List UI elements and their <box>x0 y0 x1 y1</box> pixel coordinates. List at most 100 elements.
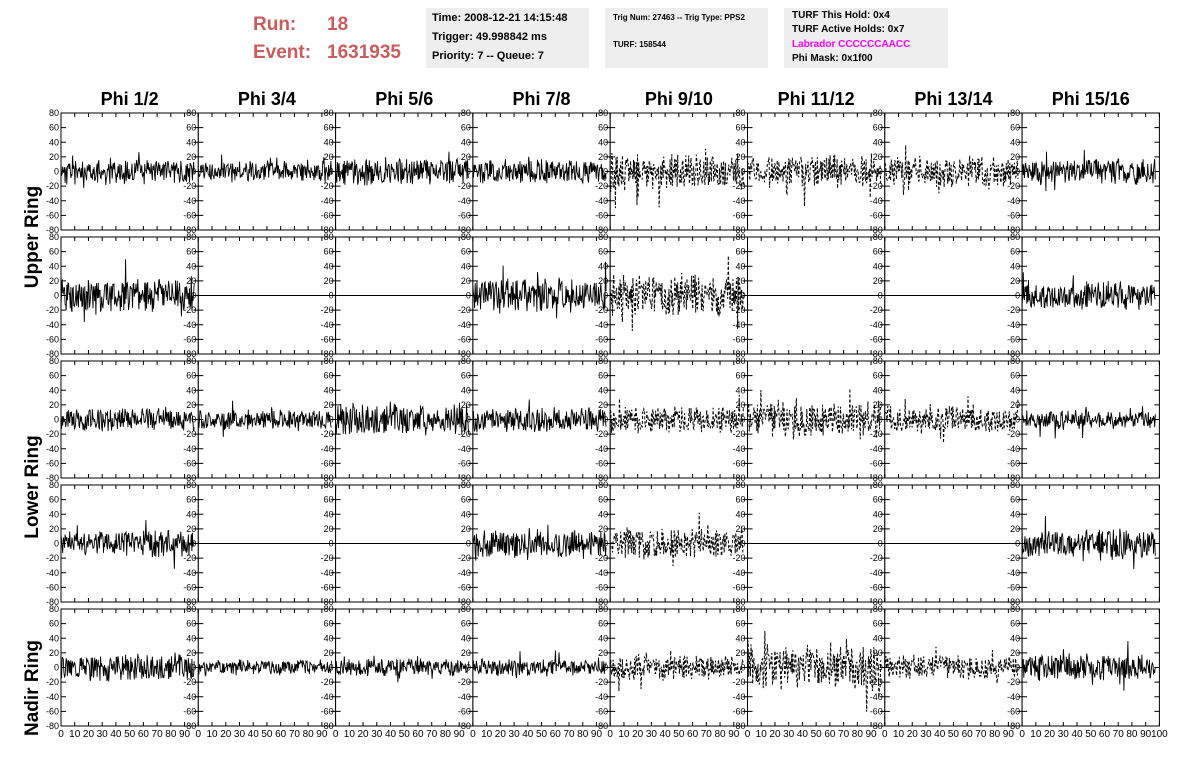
y-tick-label: 0 <box>191 539 196 549</box>
x-tick-label: 50 <box>673 729 685 740</box>
y-tick-label: -40 <box>732 320 745 330</box>
x-tick-label: 40 <box>385 729 397 740</box>
y-tick-label: -80 <box>458 597 471 607</box>
y-tick-label: -80 <box>46 721 59 731</box>
y-tick-label: 20 <box>873 400 883 410</box>
x-tick-label: 40 <box>934 729 946 740</box>
phi-column-label: Phi 15/16 <box>1052 89 1130 109</box>
trig-num: Trig Num: 27463 -- Trig Type: PPS2 <box>613 13 745 22</box>
y-tick-label: -60 <box>870 458 883 468</box>
waveform-trace <box>335 401 470 436</box>
event-label: Event: <box>253 42 312 63</box>
y-tick-label: 20 <box>873 524 883 534</box>
x-tick-label: 20 <box>769 729 781 740</box>
x-tick-label: 60 <box>138 729 150 740</box>
y-tick-label: -20 <box>1007 429 1020 439</box>
y-tick-label: 0 <box>54 167 59 177</box>
y-tick-label: -20 <box>321 181 334 191</box>
y-tick-label: -80 <box>183 225 196 235</box>
y-tick-label: -60 <box>46 334 59 344</box>
y-tick-label: 20 <box>186 648 196 658</box>
y-tick-label: 40 <box>49 509 59 519</box>
x-tick-label: 70 <box>838 729 850 740</box>
y-tick-label: 80 <box>1010 232 1020 242</box>
y-tick-label: 40 <box>598 633 608 643</box>
x-tick-label: 90 <box>728 729 740 740</box>
y-tick-label: 40 <box>461 261 471 271</box>
waveform-panel: 80 60 40 20 0 -20 -40 -60 -80 <box>1007 480 1160 607</box>
y-tick-label: 40 <box>461 137 471 147</box>
y-tick-label: 60 <box>49 495 59 505</box>
priority-queue: Priority: 7 -- Queue: 7 <box>432 50 544 62</box>
y-tick-label: -80 <box>183 473 196 483</box>
y-tick-label: 60 <box>49 247 59 257</box>
y-tick-label: -80 <box>321 597 334 607</box>
x-tick-label: 30 <box>234 729 246 740</box>
x-tick-label: 60 <box>412 729 424 740</box>
y-tick-label: 60 <box>598 123 608 133</box>
y-tick-label: 0 <box>191 663 196 673</box>
waveform-trace <box>884 646 1019 684</box>
waveform-panel: 80 60 40 20 0 -20 -40 -60 -80 <box>732 604 886 731</box>
y-tick-label: 80 <box>49 108 59 118</box>
y-tick-label: -80 <box>732 225 745 235</box>
phi-column-label: Phi 1/2 <box>101 89 159 109</box>
y-tick-label: 20 <box>49 400 59 410</box>
ring-label: Upper Ring <box>22 186 43 288</box>
y-tick-label: 60 <box>324 619 334 629</box>
waveform-trace <box>472 650 607 679</box>
x-tick-label: 50 <box>399 729 411 740</box>
y-tick-label: 20 <box>324 400 334 410</box>
y-tick-label: -40 <box>595 196 608 206</box>
y-tick-label: 20 <box>49 524 59 534</box>
y-tick-label: -60 <box>321 706 334 716</box>
y-tick-label: 80 <box>598 356 608 366</box>
y-tick-label: 80 <box>598 108 608 118</box>
y-tick-label: 60 <box>186 123 196 133</box>
y-tick-label: -60 <box>46 458 59 468</box>
y-tick-label: 20 <box>324 524 334 534</box>
y-tick-label: -40 <box>1007 568 1020 578</box>
y-tick-label: 20 <box>735 276 745 286</box>
y-tick-label: -40 <box>183 196 196 206</box>
y-tick-label: 80 <box>186 604 196 614</box>
y-tick-label: 60 <box>186 619 196 629</box>
waveform-trace <box>747 630 882 712</box>
waveform-trace <box>1021 149 1156 192</box>
y-tick-label: 0 <box>329 415 334 425</box>
waveform-trace <box>1021 515 1156 570</box>
y-tick-label: 60 <box>735 619 745 629</box>
x-tick-label: 80 <box>989 729 1001 740</box>
y-tick-label: -60 <box>1007 210 1020 220</box>
y-tick-label: -20 <box>321 677 334 687</box>
y-tick-label: -40 <box>1007 444 1020 454</box>
y-tick-label: 0 <box>603 415 608 425</box>
waveform-panel: 80 60 40 20 0 -20 -40 -60 -80 <box>183 604 337 731</box>
y-tick-label: 80 <box>461 108 471 118</box>
waveform-panel: 80 60 40 20 0 -20 -40 -60 -80 <box>458 604 611 731</box>
y-tick-label: 0 <box>191 415 196 425</box>
y-tick-label: 0 <box>54 291 59 301</box>
y-tick-label: -80 <box>870 225 883 235</box>
waveform-trace <box>197 658 332 677</box>
x-tick-label: 80 <box>440 729 452 740</box>
waveform-trace <box>60 652 195 682</box>
x-tick-label: 60 <box>275 729 287 740</box>
y-tick-label: -80 <box>870 473 883 483</box>
y-tick-label: -80 <box>732 597 745 607</box>
y-tick-label: -60 <box>183 210 196 220</box>
x-tick-label: 90 <box>591 729 603 740</box>
y-tick-label: -40 <box>46 692 59 702</box>
run-value: 18 <box>327 14 349 35</box>
y-tick-label: 80 <box>598 604 608 614</box>
y-tick-label: 40 <box>324 509 334 519</box>
y-tick-label: 80 <box>1010 604 1020 614</box>
turf-count: TURF: 158544 <box>613 40 666 49</box>
y-tick-label: -40 <box>183 444 196 454</box>
waveform-panel: 80 60 40 20 0 -20 -40 -60 -80 <box>870 480 1023 607</box>
y-tick-label: 0 <box>740 167 745 177</box>
waveform-panel: 80 60 40 20 0 -20 -40 -60 -80 <box>870 108 1023 235</box>
x-tick-label: 90 <box>316 729 328 740</box>
waveform-trace <box>609 255 744 332</box>
y-tick-label: -20 <box>870 677 883 687</box>
